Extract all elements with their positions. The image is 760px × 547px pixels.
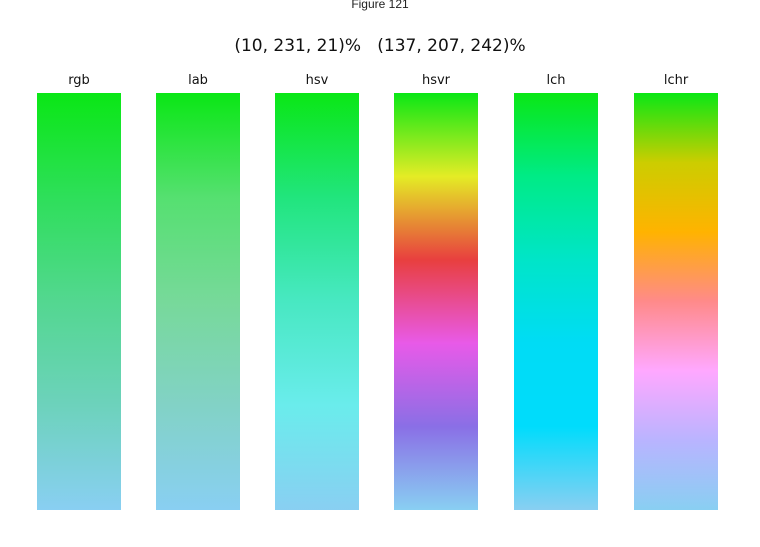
window-title: Figure 121 bbox=[351, 0, 409, 11]
panel-label-lch: lch bbox=[546, 73, 566, 88]
gradient-strip-lchr bbox=[634, 93, 718, 510]
panel-label-lchr: lchr bbox=[663, 73, 689, 88]
panel-label-lab: lab bbox=[188, 73, 208, 88]
figure-title: (10, 231, 21)% (137, 207, 242)% bbox=[234, 36, 526, 56]
panel-label-rgb: rgb bbox=[68, 73, 90, 88]
gradient-strip-rgb bbox=[37, 93, 121, 510]
panel-label-hsv: hsv bbox=[305, 73, 329, 88]
gradient-strip-hsvr bbox=[394, 93, 478, 510]
gradient-strip-hsv bbox=[275, 93, 359, 510]
panel-label-hsvr: hsvr bbox=[421, 73, 451, 88]
gradient-strip-lch bbox=[514, 93, 598, 510]
gradient-strip-lab bbox=[156, 93, 240, 510]
